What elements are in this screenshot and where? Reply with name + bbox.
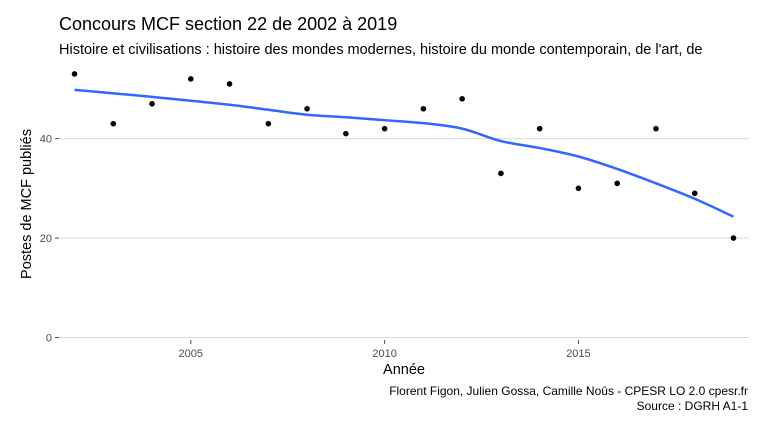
chart-title: Concours MCF section 22 de 2002 à 2019 — [59, 14, 398, 34]
caption-credits: Florent Figon, Julien Gossa, Camille Noû… — [389, 384, 748, 398]
data-point — [226, 81, 233, 87]
data-point — [71, 71, 78, 77]
x-axis-title: Année — [383, 362, 425, 378]
chart-subtitle: Histoire et civilisations : histoire des… — [59, 42, 703, 58]
caption-source: Source : DGRH A1-1 — [636, 399, 748, 413]
data-point — [110, 120, 117, 127]
x-axis-ticks: 2005 2010 2015 — [179, 340, 591, 360]
data-point — [730, 235, 737, 241]
data-point — [575, 185, 582, 192]
y-tick-label: 20 — [40, 233, 52, 245]
data-point — [459, 96, 465, 102]
chart-caption: Florent Figon, Julien Gossa, Camille Noû… — [389, 384, 748, 414]
data-point — [653, 125, 659, 132]
data-point — [149, 100, 155, 107]
data-point — [691, 190, 698, 197]
points-layer — [71, 71, 737, 241]
data-point — [304, 105, 310, 112]
x-tick-label: 2010 — [372, 348, 396, 360]
data-point — [187, 76, 194, 82]
y-axis-title: Postes de MCF publiés — [19, 129, 35, 279]
data-point — [498, 170, 504, 177]
smooth-trend-line — [74, 88, 735, 218]
data-point — [343, 130, 349, 137]
data-point — [265, 120, 272, 127]
y-tick-label: 0 — [46, 333, 52, 345]
x-tick-label: 2015 — [566, 348, 590, 360]
data-point — [614, 180, 621, 187]
data-point — [381, 125, 388, 132]
data-point — [420, 105, 427, 112]
smooth-layer — [74, 88, 735, 218]
x-tick-label: 2005 — [179, 348, 203, 360]
y-axis-ticks: 0 20 40 — [40, 134, 59, 345]
data-point — [536, 125, 543, 132]
y-tick-label: 40 — [40, 134, 52, 146]
grid-lines — [59, 138, 749, 339]
